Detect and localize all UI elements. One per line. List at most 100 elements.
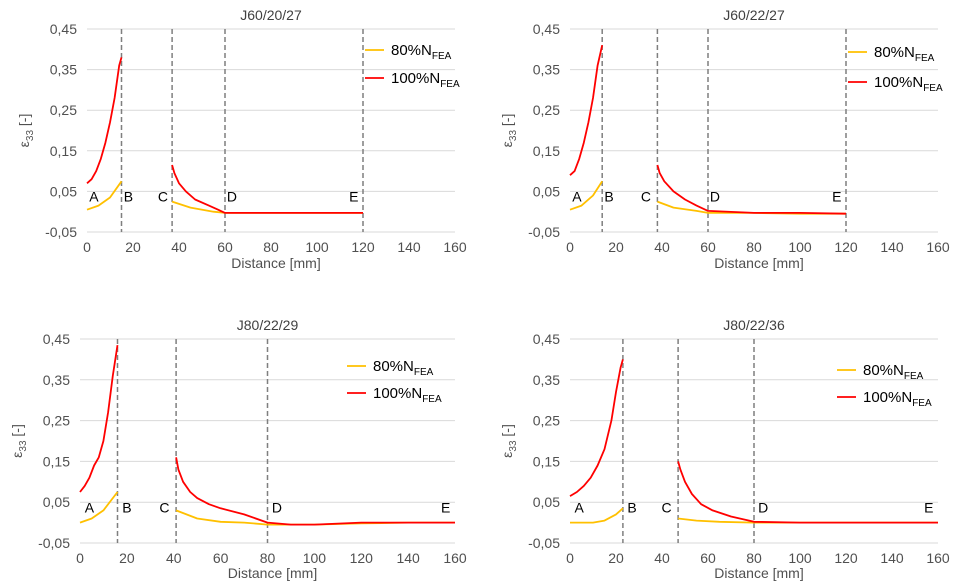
x-tick-label: 60 bbox=[700, 550, 716, 566]
section-label: B bbox=[122, 499, 131, 515]
legend-entry-main: 100%N bbox=[874, 74, 923, 91]
y-axis-label: ε33 [-] bbox=[9, 424, 29, 458]
x-tick-label: 80 bbox=[260, 550, 276, 566]
section-label: E bbox=[441, 499, 450, 515]
chart-panel-1: J60/20/27 -0,05 0,05 0,15 0,25 0,35 0,45 0 20 40 6… bbox=[16, 7, 467, 271]
section-label: E bbox=[832, 189, 841, 205]
y-tick-label: 0,45 bbox=[533, 331, 560, 347]
legend-entry-sub: FEA bbox=[432, 51, 452, 62]
y-axis-label-suffix: [-] bbox=[499, 114, 515, 130]
x-tick-label: 160 bbox=[926, 239, 950, 255]
series-line-100 bbox=[171, 164, 363, 214]
x-tick-label: 60 bbox=[217, 239, 233, 255]
series-line-100 bbox=[175, 457, 455, 526]
legend-entry-main: 100%N bbox=[391, 70, 440, 87]
legend-entry-sub: FEA bbox=[915, 53, 935, 64]
legend-entry-sub: FEA bbox=[912, 398, 932, 409]
x-tick-label: 60 bbox=[213, 550, 229, 566]
x-tick-label: 20 bbox=[608, 550, 624, 566]
y-tick-label: 0,05 bbox=[533, 494, 560, 510]
x-tick-label: 80 bbox=[746, 550, 762, 566]
y-tick-label: 0,35 bbox=[533, 62, 560, 78]
chart-title: J60/22/27 bbox=[723, 7, 785, 23]
legend-entry: 100%NFEA bbox=[391, 70, 460, 90]
x-tick-label: 0 bbox=[83, 239, 91, 255]
x-tick-label: 140 bbox=[880, 550, 904, 566]
x-tick-label: 20 bbox=[608, 239, 624, 255]
series-line-80 bbox=[569, 180, 603, 211]
section-label: D bbox=[227, 189, 237, 205]
y-tick-label: -0,05 bbox=[38, 535, 70, 551]
y-tick-label: 0,05 bbox=[533, 183, 560, 199]
x-tick-label: 100 bbox=[303, 550, 327, 566]
chart-title: J80/22/36 bbox=[723, 317, 785, 333]
section-label: D bbox=[710, 189, 720, 205]
y-axis-label-main: ε bbox=[499, 452, 515, 458]
y-tick-label: 0,25 bbox=[50, 102, 77, 118]
x-tick-label: 40 bbox=[654, 550, 670, 566]
y-axis-label: ε33 [-] bbox=[499, 114, 519, 148]
section-label: D bbox=[758, 499, 768, 515]
x-tick-label: 40 bbox=[171, 239, 187, 255]
section-label: A bbox=[575, 499, 585, 515]
chart-panel-2: J60/22/27 -0,05 0,05 0,15 0,25 0,35 0,45 0 20 40 6… bbox=[499, 7, 950, 271]
y-tick-label: -0,05 bbox=[528, 535, 560, 551]
section-label: C bbox=[662, 499, 672, 515]
y-axis-label-suffix: [-] bbox=[499, 424, 515, 440]
legend-entry-main: 80%N bbox=[863, 362, 904, 379]
x-tick-label: 80 bbox=[746, 239, 762, 255]
y-tick-label: 0,15 bbox=[533, 453, 560, 469]
series-line-100 bbox=[569, 45, 604, 176]
x-tick-label: 20 bbox=[119, 550, 135, 566]
series-line-80 bbox=[79, 491, 119, 524]
legend-entry-sub: FEA bbox=[923, 83, 943, 94]
x-tick-label: 0 bbox=[566, 239, 574, 255]
x-tick-label: 100 bbox=[788, 239, 812, 255]
y-axis-label-sub: 33 bbox=[508, 130, 519, 142]
legend-entry-sub: FEA bbox=[422, 394, 442, 405]
legend-entry-main: 80%N bbox=[874, 44, 915, 61]
legend-entry: 80%NFEA bbox=[391, 42, 452, 62]
legend-entry-sub: FEA bbox=[440, 79, 460, 90]
legend-entry: 80%NFEA bbox=[373, 358, 434, 378]
section-label: E bbox=[349, 189, 358, 205]
section-label: C bbox=[158, 189, 168, 205]
legend-entry: 80%NFEA bbox=[863, 362, 924, 382]
x-tick-label: 20 bbox=[125, 239, 141, 255]
y-tick-label: -0,05 bbox=[528, 224, 560, 240]
y-tick-label: 0,45 bbox=[50, 21, 77, 37]
section-label: C bbox=[641, 189, 651, 205]
section-label: B bbox=[604, 189, 613, 205]
y-axis-label-suffix: [-] bbox=[16, 114, 32, 130]
series-line-100 bbox=[656, 164, 847, 215]
section-label: D bbox=[272, 499, 282, 515]
y-axis-label-main: ε bbox=[9, 452, 25, 458]
legend-entry-main: 100%N bbox=[373, 385, 422, 402]
x-tick-label: 0 bbox=[76, 550, 84, 566]
y-tick-label: 0,45 bbox=[43, 331, 70, 347]
y-tick-label: 0,45 bbox=[533, 21, 560, 37]
x-tick-label: 120 bbox=[351, 239, 375, 255]
x-tick-label: 160 bbox=[443, 239, 467, 255]
x-tick-label: 120 bbox=[350, 550, 374, 566]
x-tick-label: 0 bbox=[566, 550, 574, 566]
legend-entry-sub: FEA bbox=[904, 371, 924, 382]
y-tick-label: 0,35 bbox=[50, 62, 77, 78]
x-tick-label: 100 bbox=[788, 550, 812, 566]
y-axis-label-main: ε bbox=[16, 141, 32, 147]
legend-entry: 100%NFEA bbox=[874, 74, 943, 94]
series-line-100 bbox=[86, 57, 123, 184]
y-axis-label: ε33 [-] bbox=[16, 114, 36, 148]
x-tick-label: 120 bbox=[834, 239, 858, 255]
x-tick-label: 80 bbox=[263, 239, 279, 255]
section-label: B bbox=[627, 499, 636, 515]
y-tick-label: 0,35 bbox=[533, 372, 560, 388]
legend-entry-main: 80%N bbox=[391, 42, 432, 59]
chart-title: J60/20/27 bbox=[240, 7, 302, 23]
x-axis-label: Distance [mm] bbox=[714, 255, 803, 271]
series-line-80 bbox=[171, 200, 363, 214]
x-tick-label: 60 bbox=[700, 239, 716, 255]
section-label: A bbox=[89, 189, 99, 205]
legend-entry-main: 100%N bbox=[863, 389, 912, 406]
